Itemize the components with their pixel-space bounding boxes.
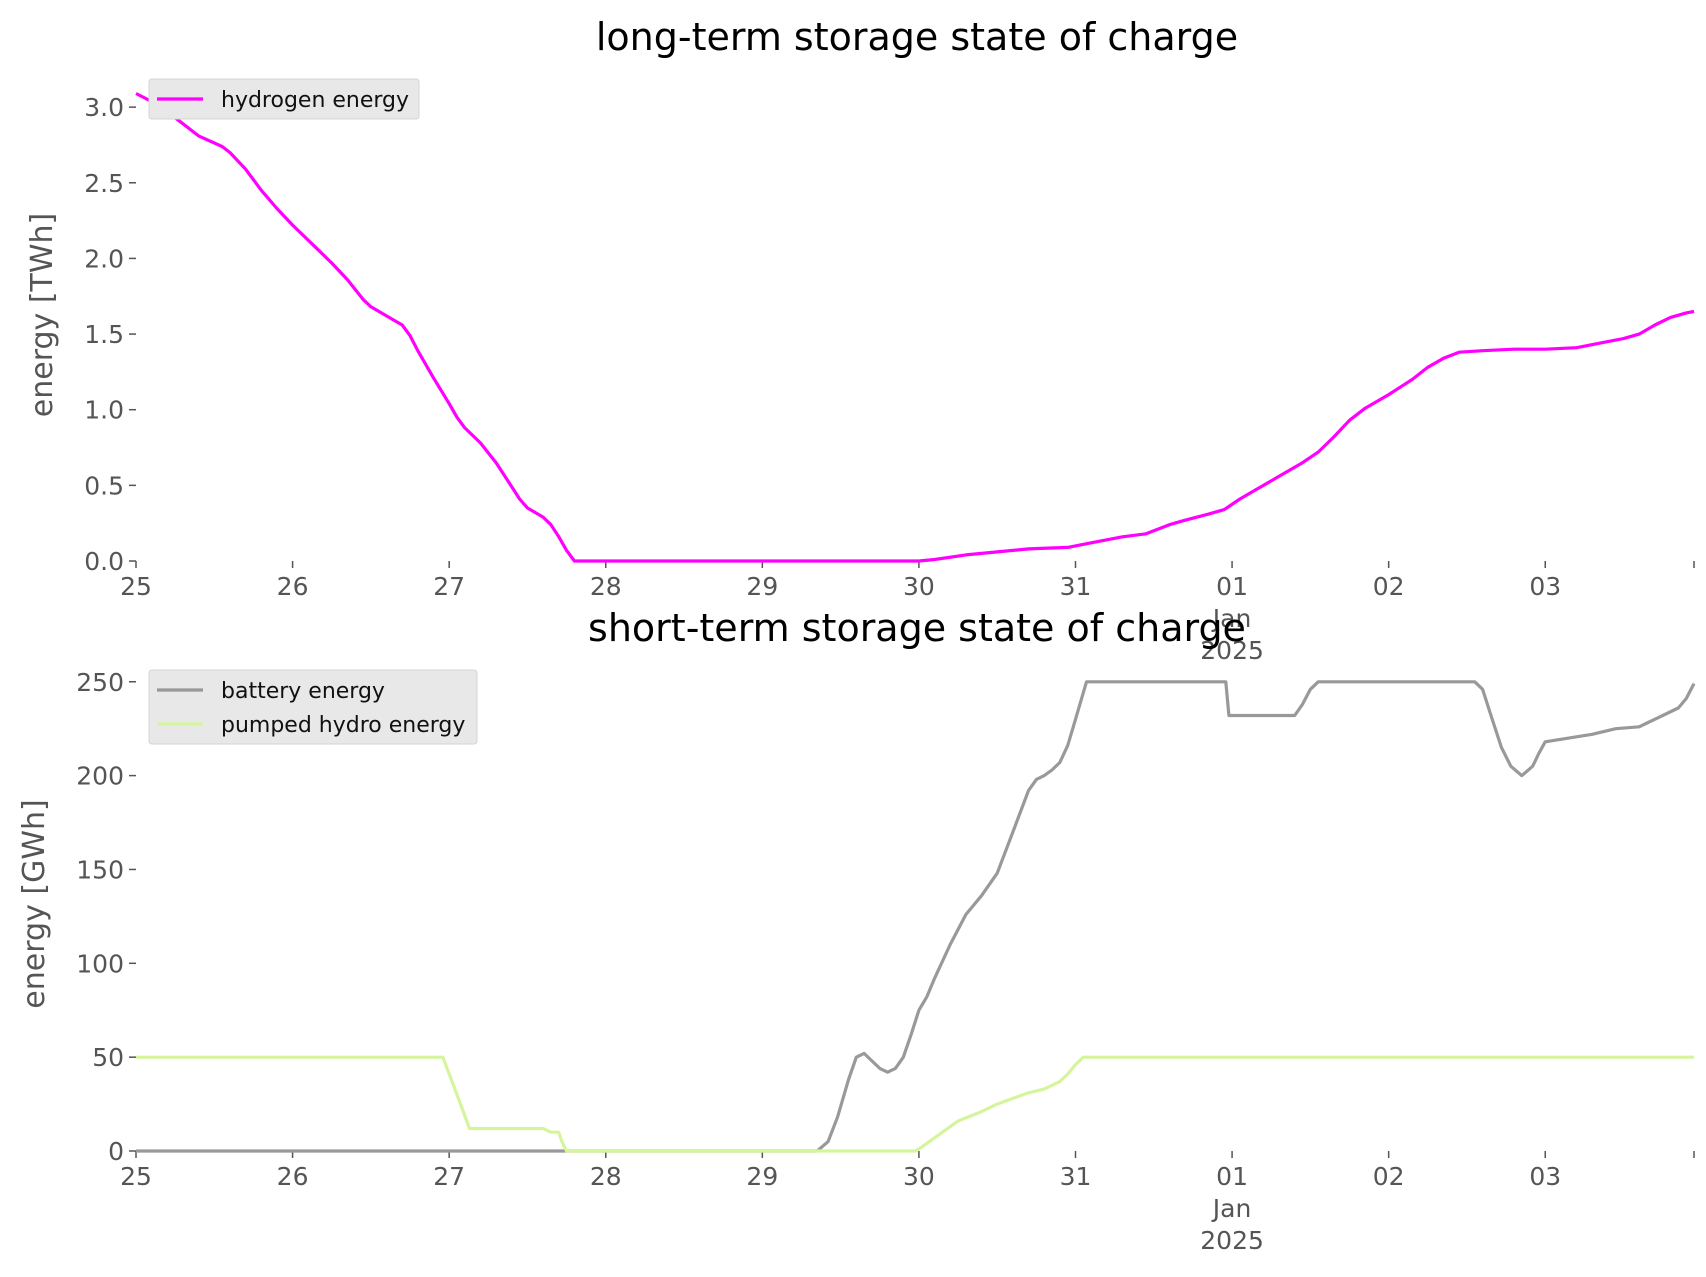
y-tick-label: 50 [92,1043,124,1072]
legend-box [148,78,420,120]
y-tick-label: 1.5 [84,320,124,349]
y-tick-label: 0.5 [84,471,124,500]
x-tick-label: 31 [1060,1162,1092,1191]
y-tick-label: 0 [108,1137,124,1166]
y-tick-label: 150 [76,855,124,884]
x-tick-label: 03 [1529,1162,1561,1191]
legend-box [148,669,478,745]
chart-title: long-term storage state of charge [596,15,1238,59]
x-tick-label: 01 Jan 2025 [1200,572,1264,665]
y-axis-label: energy [GWh] [17,799,52,1008]
x-tick-label: 27 [433,572,465,601]
y-axis-label: energy [TWh] [25,213,60,417]
series-line-pumped-hydro-energy [136,1055,1694,1153]
series-line-hydrogen-energy [135,92,1695,563]
x-tick-label: 29 [746,1162,778,1191]
x-tick-label: 26 [277,572,309,601]
series-line-battery-energy [136,680,1696,1153]
axis-ticks: 0.0 0.5 1.0 1.5 2.0 2.5 3.0 25 26 27 28 29 30 31 01 Jan… [84,93,1695,665]
axis-ticks: 0 50 100 150 200 250 25 26 27 28 29 30 31 01 Jan 2025 02… [76,668,1695,1255]
x-tick-label: 25 [120,572,152,601]
x-tick-label: 28 [590,572,622,601]
x-tick-label: 25 [120,1162,152,1191]
x-tick-label: 03 [1529,572,1561,601]
short-term-chart: short-term storage state of charge energ… [17,606,1696,1255]
legend-label: pumped hydro energy [221,713,465,738]
hydrogen-chart: long-term storage state of charge energy… [25,15,1695,665]
y-tick-label: 3.0 [84,93,124,122]
y-tick-label: 2.0 [84,244,124,273]
x-tick-label: 02 [1373,572,1405,601]
x-tick-label: 26 [277,1162,309,1191]
x-tick-label: 28 [590,1162,622,1191]
y-tick-label: 0.0 [84,547,124,576]
x-tick-label: 30 [903,1162,935,1191]
y-tick-label: 200 [76,762,124,791]
y-tick-label: 2.5 [84,169,124,198]
y-tick-label: 100 [76,949,124,978]
x-tick-label: 31 [1060,572,1092,601]
x-tick-label: 01 Jan 2025 [1200,1162,1264,1255]
series-lines [135,92,1695,563]
chart-title: short-term storage state of charge [588,606,1246,650]
series-lines [136,680,1696,1153]
legend: hydrogen energy [148,78,420,120]
x-tick-label: 02 [1373,1162,1405,1191]
legend-label: battery energy [221,679,385,704]
y-tick-label: 1.0 [84,396,124,425]
x-tick-label: 30 [903,572,935,601]
legend: battery energy pumped hydro energy [148,669,478,745]
x-tick-label: 27 [433,1162,465,1191]
legend-label: hydrogen energy [221,88,409,113]
x-tick-label: 29 [746,572,778,601]
y-tick-label: 250 [76,668,124,697]
